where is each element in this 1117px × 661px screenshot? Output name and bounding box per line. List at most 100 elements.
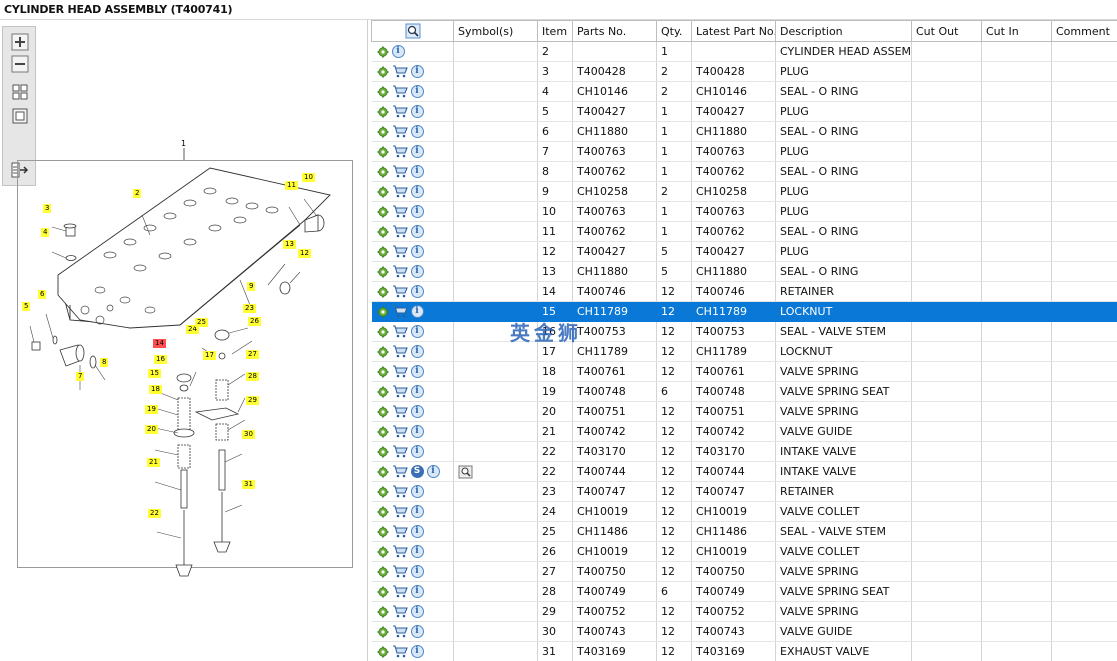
cart-icon[interactable] <box>392 105 408 118</box>
callout-21[interactable]: 21 <box>147 458 160 467</box>
gear-icon[interactable] <box>377 486 389 498</box>
column-header-icons[interactable] <box>371 20 454 42</box>
cart-icon[interactable] <box>392 65 408 78</box>
callout-26[interactable]: 26 <box>248 317 261 326</box>
cart-icon[interactable] <box>392 505 408 518</box>
callout-23[interactable]: 23 <box>243 304 256 313</box>
export-button[interactable] <box>11 161 29 179</box>
gear-icon[interactable] <box>377 46 389 58</box>
table-row[interactable]: i 15 CH11789 12 CH11789 LOCKNUT <box>371 301 1117 322</box>
cart-icon[interactable] <box>392 265 408 278</box>
info-icon[interactable]: i <box>410 165 424 179</box>
table-row[interactable]: i 4 CH10146 2 CH10146 SEAL - O RING <box>371 81 1117 102</box>
table-row[interactable]: i 22 T403170 12 T403170 INTAKE VALVE <box>371 441 1117 462</box>
gear-icon[interactable] <box>377 246 389 258</box>
callout-1[interactable]: 1 <box>181 139 187 148</box>
table-row[interactable]: i 14 T400746 12 T400746 RETAINER <box>371 281 1117 302</box>
supersession-icon[interactable]: S <box>410 465 424 479</box>
info-icon[interactable]: i <box>410 305 424 319</box>
cart-icon[interactable] <box>392 645 408 658</box>
gear-icon[interactable] <box>377 626 389 638</box>
cart-icon[interactable] <box>392 285 408 298</box>
table-row[interactable]: i 18 T400761 12 T400761 VALVE SPRING <box>371 361 1117 382</box>
callout-31[interactable]: 31 <box>242 480 255 489</box>
column-header-description[interactable]: Description <box>775 20 912 42</box>
gear-icon[interactable] <box>377 66 389 78</box>
callout-13[interactable]: 13 <box>283 240 296 249</box>
fit-window-button[interactable] <box>11 107 29 125</box>
cart-icon[interactable] <box>392 145 408 158</box>
cart-icon[interactable] <box>392 325 408 338</box>
cart-icon[interactable] <box>392 205 408 218</box>
cart-icon[interactable] <box>392 525 408 538</box>
gear-icon[interactable] <box>377 406 389 418</box>
callout-30[interactable]: 30 <box>242 430 255 439</box>
cart-icon[interactable] <box>392 445 408 458</box>
cart-icon[interactable] <box>392 365 408 378</box>
info-icon[interactable]: i <box>410 605 424 619</box>
info-icon[interactable]: i <box>410 585 424 599</box>
table-row[interactable]: i 19 T400748 6 T400748 VALVE SPRING SEAT <box>371 381 1117 402</box>
info-icon[interactable]: i <box>391 45 405 59</box>
gear-icon[interactable] <box>377 426 389 438</box>
gear-icon[interactable] <box>377 386 389 398</box>
callout-2[interactable]: 2 <box>133 189 142 198</box>
callout-18[interactable]: 18 <box>149 385 162 394</box>
cart-icon[interactable] <box>392 345 408 358</box>
gear-icon[interactable] <box>377 146 389 158</box>
table-row[interactable]: i 9 CH10258 2 CH10258 PLUG <box>371 181 1117 202</box>
info-icon[interactable]: i <box>410 85 424 99</box>
table-row[interactable]: i 31 T403169 12 T403169 EXHAUST VALVE <box>371 641 1117 661</box>
table-row[interactable]: i 25 CH11486 12 CH11486 SEAL - VALVE STEM <box>371 521 1117 542</box>
cart-icon[interactable] <box>392 405 408 418</box>
cart-icon[interactable] <box>392 305 408 318</box>
info-icon[interactable]: i <box>410 345 424 359</box>
callout-3[interactable]: 3 <box>43 204 52 213</box>
table-row[interactable]: i 29 T400752 12 T400752 VALVE SPRING <box>371 601 1117 622</box>
info-icon[interactable]: i <box>410 225 424 239</box>
gear-icon[interactable] <box>377 606 389 618</box>
callout-22[interactable]: 22 <box>148 509 161 518</box>
column-header-parts-no[interactable]: Parts No. <box>572 20 657 42</box>
callout-9[interactable]: 9 <box>247 282 256 291</box>
magnifier-symbol-icon[interactable] <box>458 465 473 479</box>
callout-6[interactable]: 6 <box>38 290 47 299</box>
callout-28[interactable]: 28 <box>246 372 259 381</box>
callout-12[interactable]: 12 <box>298 249 311 258</box>
callout-29[interactable]: 29 <box>246 396 259 405</box>
info-icon[interactable]: i <box>410 265 424 279</box>
table-row[interactable]: i 7 T400763 1 T400763 PLUG <box>371 141 1117 162</box>
info-icon[interactable]: i <box>410 185 424 199</box>
callout-15[interactable]: 15 <box>148 369 161 378</box>
info-icon[interactable]: i <box>410 645 424 659</box>
callout-11[interactable]: 11 <box>285 181 298 190</box>
callout-4[interactable]: 4 <box>41 228 50 237</box>
gear-icon[interactable] <box>377 286 389 298</box>
callout-16[interactable]: 16 <box>154 355 167 364</box>
cart-icon[interactable] <box>392 565 408 578</box>
table-row[interactable]: i 17 CH11789 12 CH11789 LOCKNUT <box>371 341 1117 362</box>
table-row[interactable]: i 12 T400427 5 T400427 PLUG <box>371 241 1117 262</box>
exploded-view-drawing[interactable] <box>0 20 368 661</box>
callout-17[interactable]: 17 <box>203 351 216 360</box>
callout-20[interactable]: 20 <box>145 425 158 434</box>
column-header-comment[interactable]: Comment <box>1051 20 1117 42</box>
table-row[interactable]: i 2 1 CYLINDER HEAD ASSEMBLY <box>371 41 1117 62</box>
table-row[interactable]: i 13 CH11880 5 CH11880 SEAL - O RING <box>371 261 1117 282</box>
table-row[interactable]: i 3 T400428 2 T400428 PLUG <box>371 61 1117 82</box>
column-header-cut-in[interactable]: Cut In <box>981 20 1052 42</box>
cart-icon[interactable] <box>392 425 408 438</box>
info-icon[interactable]: i <box>410 545 424 559</box>
table-row[interactable]: i 28 T400749 6 T400749 VALVE SPRING SEAT <box>371 581 1117 602</box>
gear-icon[interactable] <box>377 566 389 578</box>
info-icon[interactable]: i <box>410 445 424 459</box>
gear-icon[interactable] <box>377 206 389 218</box>
gear-icon[interactable] <box>377 126 389 138</box>
info-icon[interactable]: i <box>410 485 424 499</box>
gear-icon[interactable] <box>377 346 389 358</box>
cart-icon[interactable] <box>392 545 408 558</box>
info-icon[interactable]: i <box>410 125 424 139</box>
gear-icon[interactable] <box>377 266 389 278</box>
info-icon[interactable]: i <box>410 245 424 259</box>
